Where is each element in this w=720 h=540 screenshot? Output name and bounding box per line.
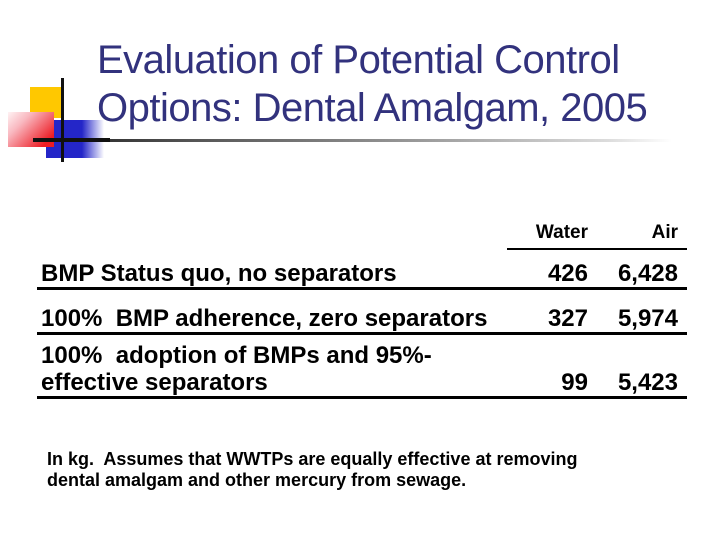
results-table: Water Air BMP Status quo, no separators … xyxy=(37,218,687,399)
table-row: 100% adoption of BMPs and 95%- effective… xyxy=(37,335,687,399)
water-value: 327 xyxy=(547,305,588,332)
row-label: BMP Status quo, no separators xyxy=(37,261,507,287)
decoration-vertical-line xyxy=(61,78,64,162)
title-underline-rule xyxy=(33,139,672,142)
air-value: 5,974 xyxy=(617,305,678,332)
row-label-text: BMP Status quo, no separators xyxy=(41,260,397,287)
row-values: 327 5,974 xyxy=(507,306,687,332)
water-value: 426 xyxy=(547,260,588,287)
footnote-line-2: dental amalgam and other mercury from se… xyxy=(47,470,467,490)
row-label-text: 100% BMP adherence, zero separators xyxy=(41,305,488,332)
row-values: 99 5,423 xyxy=(507,370,687,396)
row-label-text: effective separators xyxy=(41,369,268,396)
footnote: In kg. Assumes that WWTPs are equally ef… xyxy=(47,449,647,491)
row-label: 100% BMP adherence, zero separators xyxy=(37,306,507,332)
air-value: 6,428 xyxy=(617,260,678,287)
table-header-row: Water Air xyxy=(37,218,687,250)
footnote-line-1: In kg. Assumes that WWTPs are equally ef… xyxy=(47,449,578,469)
water-value: 99 xyxy=(561,369,588,396)
air-value: 5,423 xyxy=(617,369,678,396)
table-header-values: Water Air xyxy=(507,222,687,250)
row-label-text: 100% adoption of BMPs and 95%- xyxy=(41,342,432,369)
row-values: 426 6,428 xyxy=(507,261,687,287)
column-header-air: Air xyxy=(651,222,678,243)
column-header-water: Water xyxy=(535,222,588,243)
table-row: BMP Status quo, no separators 426 6,428 xyxy=(37,250,687,290)
slide-title-line-1: Evaluation of Potential Control xyxy=(97,38,620,82)
table-row: 100% BMP adherence, zero separators 327 … xyxy=(37,290,687,335)
slide-title: Evaluation of Potential Control Options:… xyxy=(97,36,697,132)
slide-title-line-2: Options: Dental Amalgam, 2005 xyxy=(97,86,648,130)
decoration-horizontal-line xyxy=(33,138,110,142)
row-label: 100% adoption of BMPs and 95%- effective… xyxy=(37,342,507,396)
